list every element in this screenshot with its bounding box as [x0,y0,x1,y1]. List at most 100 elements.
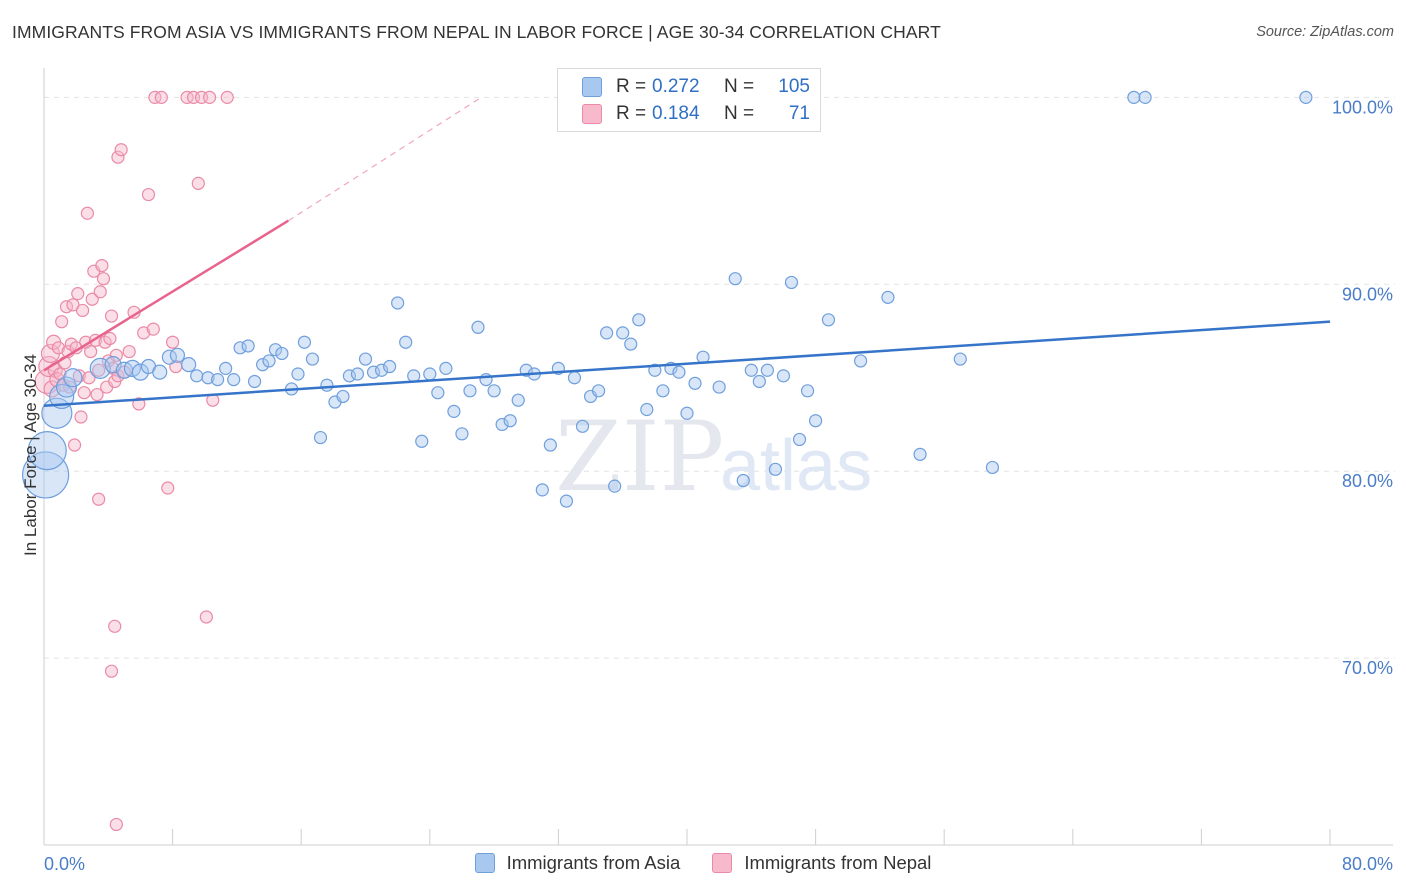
asia-point [567,371,582,385]
asia-point [313,430,328,445]
asia-point [688,376,702,390]
nepal-point [111,150,125,164]
series-legend-asia[interactable]: Immigrants from Asia [474,852,681,874]
asia-point [784,275,799,290]
asia-point [1299,90,1313,104]
asia-point [233,341,247,355]
asia-point [575,419,590,433]
asia-points [22,90,1313,508]
nepal-point [137,326,151,340]
nepal-point [104,309,119,323]
asia-point [632,313,646,327]
asia-point [256,358,270,372]
asia-point [680,406,694,420]
nepal-point [93,285,107,299]
x-tick-label: 80.0% [1342,854,1393,874]
nepal-point [66,298,80,312]
legend-r-label: R = [616,76,647,97]
asia-point [391,296,405,310]
source-label: Source: ZipAtlas.com [1256,24,1394,40]
asia-point [600,326,614,340]
asia-point [275,346,289,361]
asia-point [131,363,150,381]
asia-point [63,368,83,388]
asia-point [985,460,1000,475]
asia-point [608,479,622,493]
asia-point [399,335,413,349]
nepal-point [109,348,123,362]
series-legend-nepal[interactable]: Immigrants from Nepal [712,852,931,874]
legend-row-nepal: R = 0.184 N = 71 [582,101,810,127]
nepal-point [220,90,234,104]
asia-point [374,363,389,377]
nepal-points [34,90,234,832]
asia-point [487,384,501,398]
asia-point [227,373,241,387]
legend-n-value-nepal: 71 [788,103,810,124]
nepal-point [202,90,217,104]
asia-point [672,365,686,379]
asia-point [881,290,895,304]
nepal-point [90,387,104,402]
series-name-asia: Immigrants from Asia [506,852,681,873]
asia-point [752,374,766,389]
stats-legend: R = 0.272 N = 105 R = 0.184 N = 71 [557,68,821,132]
watermark: ZIP atlas [555,401,872,513]
nepal-point [199,610,213,624]
nepal-point [75,303,90,318]
asia-point [169,347,186,363]
asia-point [181,357,197,373]
y-tick-label: 70.0% [1342,658,1393,678]
y-tick-label: 100.0% [1332,97,1393,117]
nepal-trend-extension [288,96,482,222]
asia-point [201,371,215,385]
asia-point [55,376,78,398]
legend-swatch-nepal [582,104,602,124]
nepal-point [84,344,98,359]
nepal-point [161,481,175,495]
nepal-point [95,258,109,273]
x-tick-label: 0.0% [44,854,85,874]
asia-point [728,272,742,286]
nepal-point [71,287,85,301]
nepal-point [51,341,66,355]
asia-point [123,359,142,377]
asia-point [712,380,726,394]
asia-point [760,363,774,377]
nepal-point [80,206,95,220]
asia-point [913,447,927,461]
trend-lines [43,96,1331,408]
asia-point [744,363,758,377]
asia-point [471,320,485,334]
chart-title: IMMIGRANTS FROM ASIA VS IMMIGRANTS FROM … [12,22,941,42]
asia-point [854,354,868,368]
asia-point [219,361,233,375]
axes [43,68,1393,846]
nepal-point [74,410,88,424]
legend-r-value-asia: 0.272 [652,76,700,97]
asia-point [268,343,283,357]
asia-point [640,402,654,417]
asia-point [559,494,574,508]
asia-point [656,384,670,398]
asia-point [768,462,783,476]
asia-point [953,352,967,366]
asia-point [247,374,262,389]
asia-point [800,384,815,398]
asia-point [439,361,453,375]
asia-point [305,352,320,366]
asia-point [511,393,525,407]
asia-point [535,483,549,497]
series-legend: Immigrants from Asia Immigrants from Nep… [0,852,1406,874]
asia-point [792,432,807,447]
nepal-point [108,619,122,633]
asia-point [342,369,357,383]
asia-point [415,434,429,448]
asia-point [190,369,204,383]
nepal-point [85,292,99,306]
asia-point [262,354,276,368]
asia-point [336,389,350,404]
asia-point [495,417,509,432]
grid-lines [44,96,1395,659]
